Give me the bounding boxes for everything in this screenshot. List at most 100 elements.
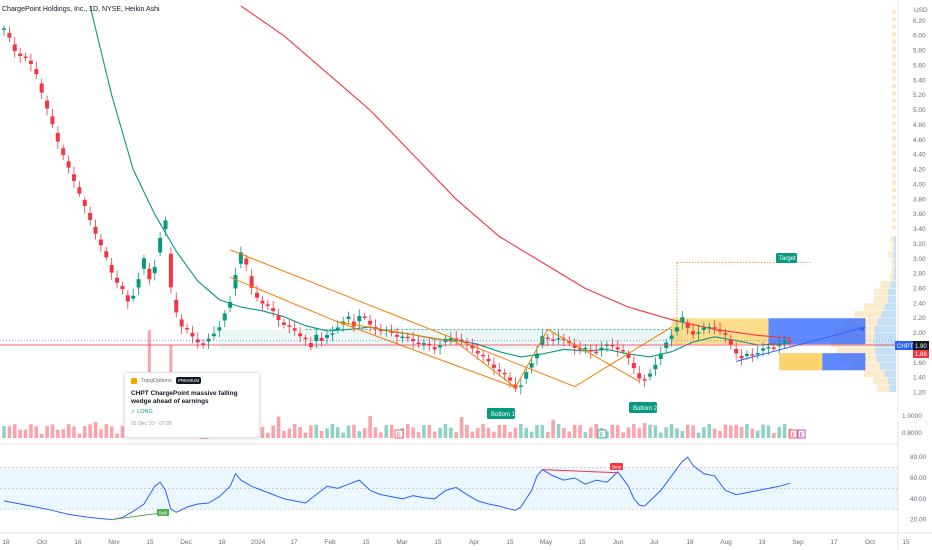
time-tick-label: 18 [2, 539, 10, 546]
candle-body [648, 374, 652, 377]
time-tick-label: Jul [650, 539, 659, 546]
candle-body [400, 337, 404, 339]
candle-body [643, 379, 647, 381]
earnings-marker[interactable]: E [395, 430, 403, 439]
volume-bar [363, 428, 367, 438]
volume-bar [336, 427, 340, 438]
time-tick-label: Oct [865, 539, 875, 546]
bottom-2-label: Bottom 2 [629, 402, 658, 413]
volume-profile-bar [892, 166, 896, 170]
candle-body [126, 295, 130, 301]
candle-body [110, 265, 114, 273]
volume-bar [99, 429, 103, 438]
volume-bar [460, 417, 464, 438]
volume-profile-bar [892, 181, 896, 185]
volume-bar [740, 427, 744, 438]
earnings-marker[interactable]: E [790, 430, 797, 439]
candle-body [524, 372, 528, 379]
volume-profile-bar [885, 303, 896, 310]
time-tick-label: Feb [324, 539, 336, 546]
candle-body [158, 238, 162, 253]
idea-card[interactable]: TopgOptions PREMIUM CHPT ChargePoint mas… [124, 372, 260, 438]
volume-bar [670, 424, 674, 438]
volume-bar [734, 425, 738, 438]
candle-body [120, 286, 124, 289]
price-tick-label: 5.00 [913, 107, 926, 114]
idea-title[interactable]: CHPT ChargePoint massive falling wedge a… [131, 390, 253, 406]
volume-bar [476, 428, 480, 438]
candle-body [713, 327, 717, 329]
volume-bar [654, 425, 658, 438]
volume-bar [718, 431, 722, 438]
volume-bar [8, 426, 12, 438]
candle-body [330, 333, 334, 335]
volume-bar [13, 424, 17, 438]
candle-body [244, 258, 248, 264]
candle-body [594, 352, 598, 354]
candle-body [686, 323, 690, 328]
volume-profile-bar [875, 326, 896, 333]
volume-bar [56, 430, 60, 438]
volume-profile-bar [892, 54, 896, 58]
volume-bar [266, 433, 270, 438]
time-tick-label: Dec [180, 539, 192, 546]
volume-bar [320, 431, 324, 438]
volume-bar [115, 433, 119, 438]
time-tick-label: 16 [74, 539, 82, 546]
volume-bar [659, 432, 663, 438]
candle-body [546, 338, 550, 340]
volume-profile-bar [875, 333, 896, 340]
rsi-tick-label: 80.00 [910, 454, 927, 461]
volume-bar [632, 424, 636, 438]
volume-bar [772, 433, 776, 438]
time-tick-label: Nov [108, 539, 120, 546]
volume-bar [611, 425, 615, 438]
time-tick-label: Apr [469, 539, 480, 546]
candle-body [481, 355, 485, 357]
volume-bar [40, 434, 44, 438]
candle-body [18, 54, 22, 56]
candle-body [535, 353, 539, 358]
idea-author[interactable]: TopgOptions [141, 378, 172, 384]
volume-bar [2, 426, 6, 438]
volume-profile-bar [892, 121, 896, 125]
candle-body [2, 28, 6, 30]
candle-body [83, 200, 87, 206]
volume-bar [61, 429, 65, 438]
price-tick-label: 1.60 [913, 360, 926, 367]
svg-text:E: E [800, 433, 804, 439]
volume-bar [761, 425, 765, 438]
volume-tick-label: 0.8000 [902, 430, 922, 437]
volume-bar [304, 433, 308, 438]
candle-body [24, 57, 28, 59]
svg-text:Bull: Bull [159, 511, 167, 516]
volume-bar [546, 432, 550, 438]
volume-bar [325, 428, 329, 438]
candle-body [233, 275, 237, 288]
dividend-marker[interactable]: E [798, 430, 805, 439]
red-line-tag-value: 1.88 [915, 352, 927, 358]
volume-bar [35, 426, 39, 438]
price-pane[interactable]: ChargePoint Holdings, Inc., 1D, NYSE, He… [0, 0, 898, 425]
time-tick-label: Sep [792, 539, 804, 546]
volume-bar [637, 428, 641, 438]
volume-profile-bar [895, 259, 896, 266]
candle-body [201, 343, 205, 345]
volume-bar [78, 434, 82, 438]
volume-bar [88, 424, 92, 438]
candle-body [29, 61, 33, 64]
candle-body [492, 365, 496, 368]
svg-text:Bear: Bear [612, 465, 622, 470]
idea-date: 02 Dec '23 · 07:26 [131, 421, 253, 427]
earnings-marker[interactable]: E [598, 430, 606, 439]
candle-body [772, 347, 776, 349]
candle-body [217, 327, 221, 330]
candle-body [530, 363, 534, 368]
time-tick-label: 2024 [251, 539, 266, 546]
price-tick-label: 5.80 [913, 48, 926, 55]
chart-title: ChargePoint Holdings, Inc., 1D, NYSE, He… [2, 6, 160, 13]
candle-body [180, 319, 184, 326]
candle-body [13, 44, 17, 51]
price-tick-label: 3.00 [913, 256, 926, 263]
volume-bar [374, 427, 378, 438]
